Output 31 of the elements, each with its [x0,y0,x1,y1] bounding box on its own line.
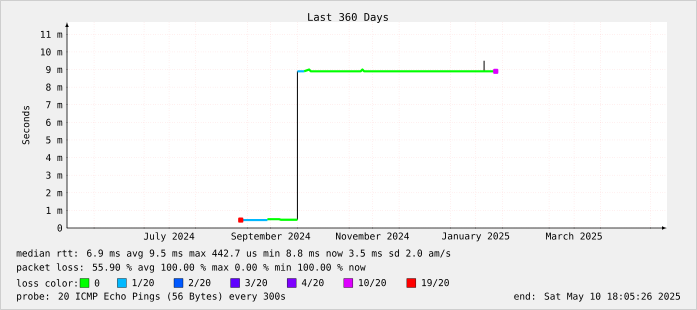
y-tick-label: 9 m [46,66,62,74]
text: probe: 20 ICMP Echo Pings (56 Bytes) every 300s [17,292,285,302]
y-tick-label: 5 m [46,136,62,144]
y-tick-label: 6 m [46,118,62,126]
legend-label: 0 [94,279,100,287]
y-tick-label: 4 m [46,154,62,162]
y-tick-label: 1 m [46,206,62,214]
text: end: Sat May 10 18:05:26 2025 [514,292,680,302]
x-tick-label: January 2025 [442,232,510,242]
y-tick-label: 11 m [41,30,62,38]
x-tick-label: March 2025 [546,232,602,240]
y-tick-label: 3 m [46,172,62,179]
y-axis-title: Seconds [22,106,30,144]
x-tick-label: November 2024 [336,232,410,240]
legend-label: 10/20 [359,279,386,287]
legend-title: loss color: [16,279,77,287]
legend-label: 2/20 [188,279,210,287]
legend-label: 1/20 [132,279,154,287]
y-tick-label: 10 m [41,48,62,56]
y-tick-label: 0 [58,224,62,232]
x-tick-label: July 2024 [144,232,194,242]
y-tick-label: 7 m [46,101,62,108]
legend-label: 19/20 [422,279,449,287]
y-tick-label: 2 m [46,189,62,196]
legend-label: 3/20 [245,279,267,287]
x-tick-label: September 2024 [232,232,310,242]
chart-title: Last 360 Days [308,13,388,23]
y-tick-label: 8 m [46,84,62,91]
legend-label: 4/20 [302,279,324,287]
text: median rtt: 6.9 ms avg 9.5 ms max 442.7 us min 8.8 ms now 3.5 ms sd 2.0 am/s [16,249,450,259]
text: packet loss: 55.90 % avg 100.00 % max 0.00 % min 100.00 % now [17,263,366,273]
